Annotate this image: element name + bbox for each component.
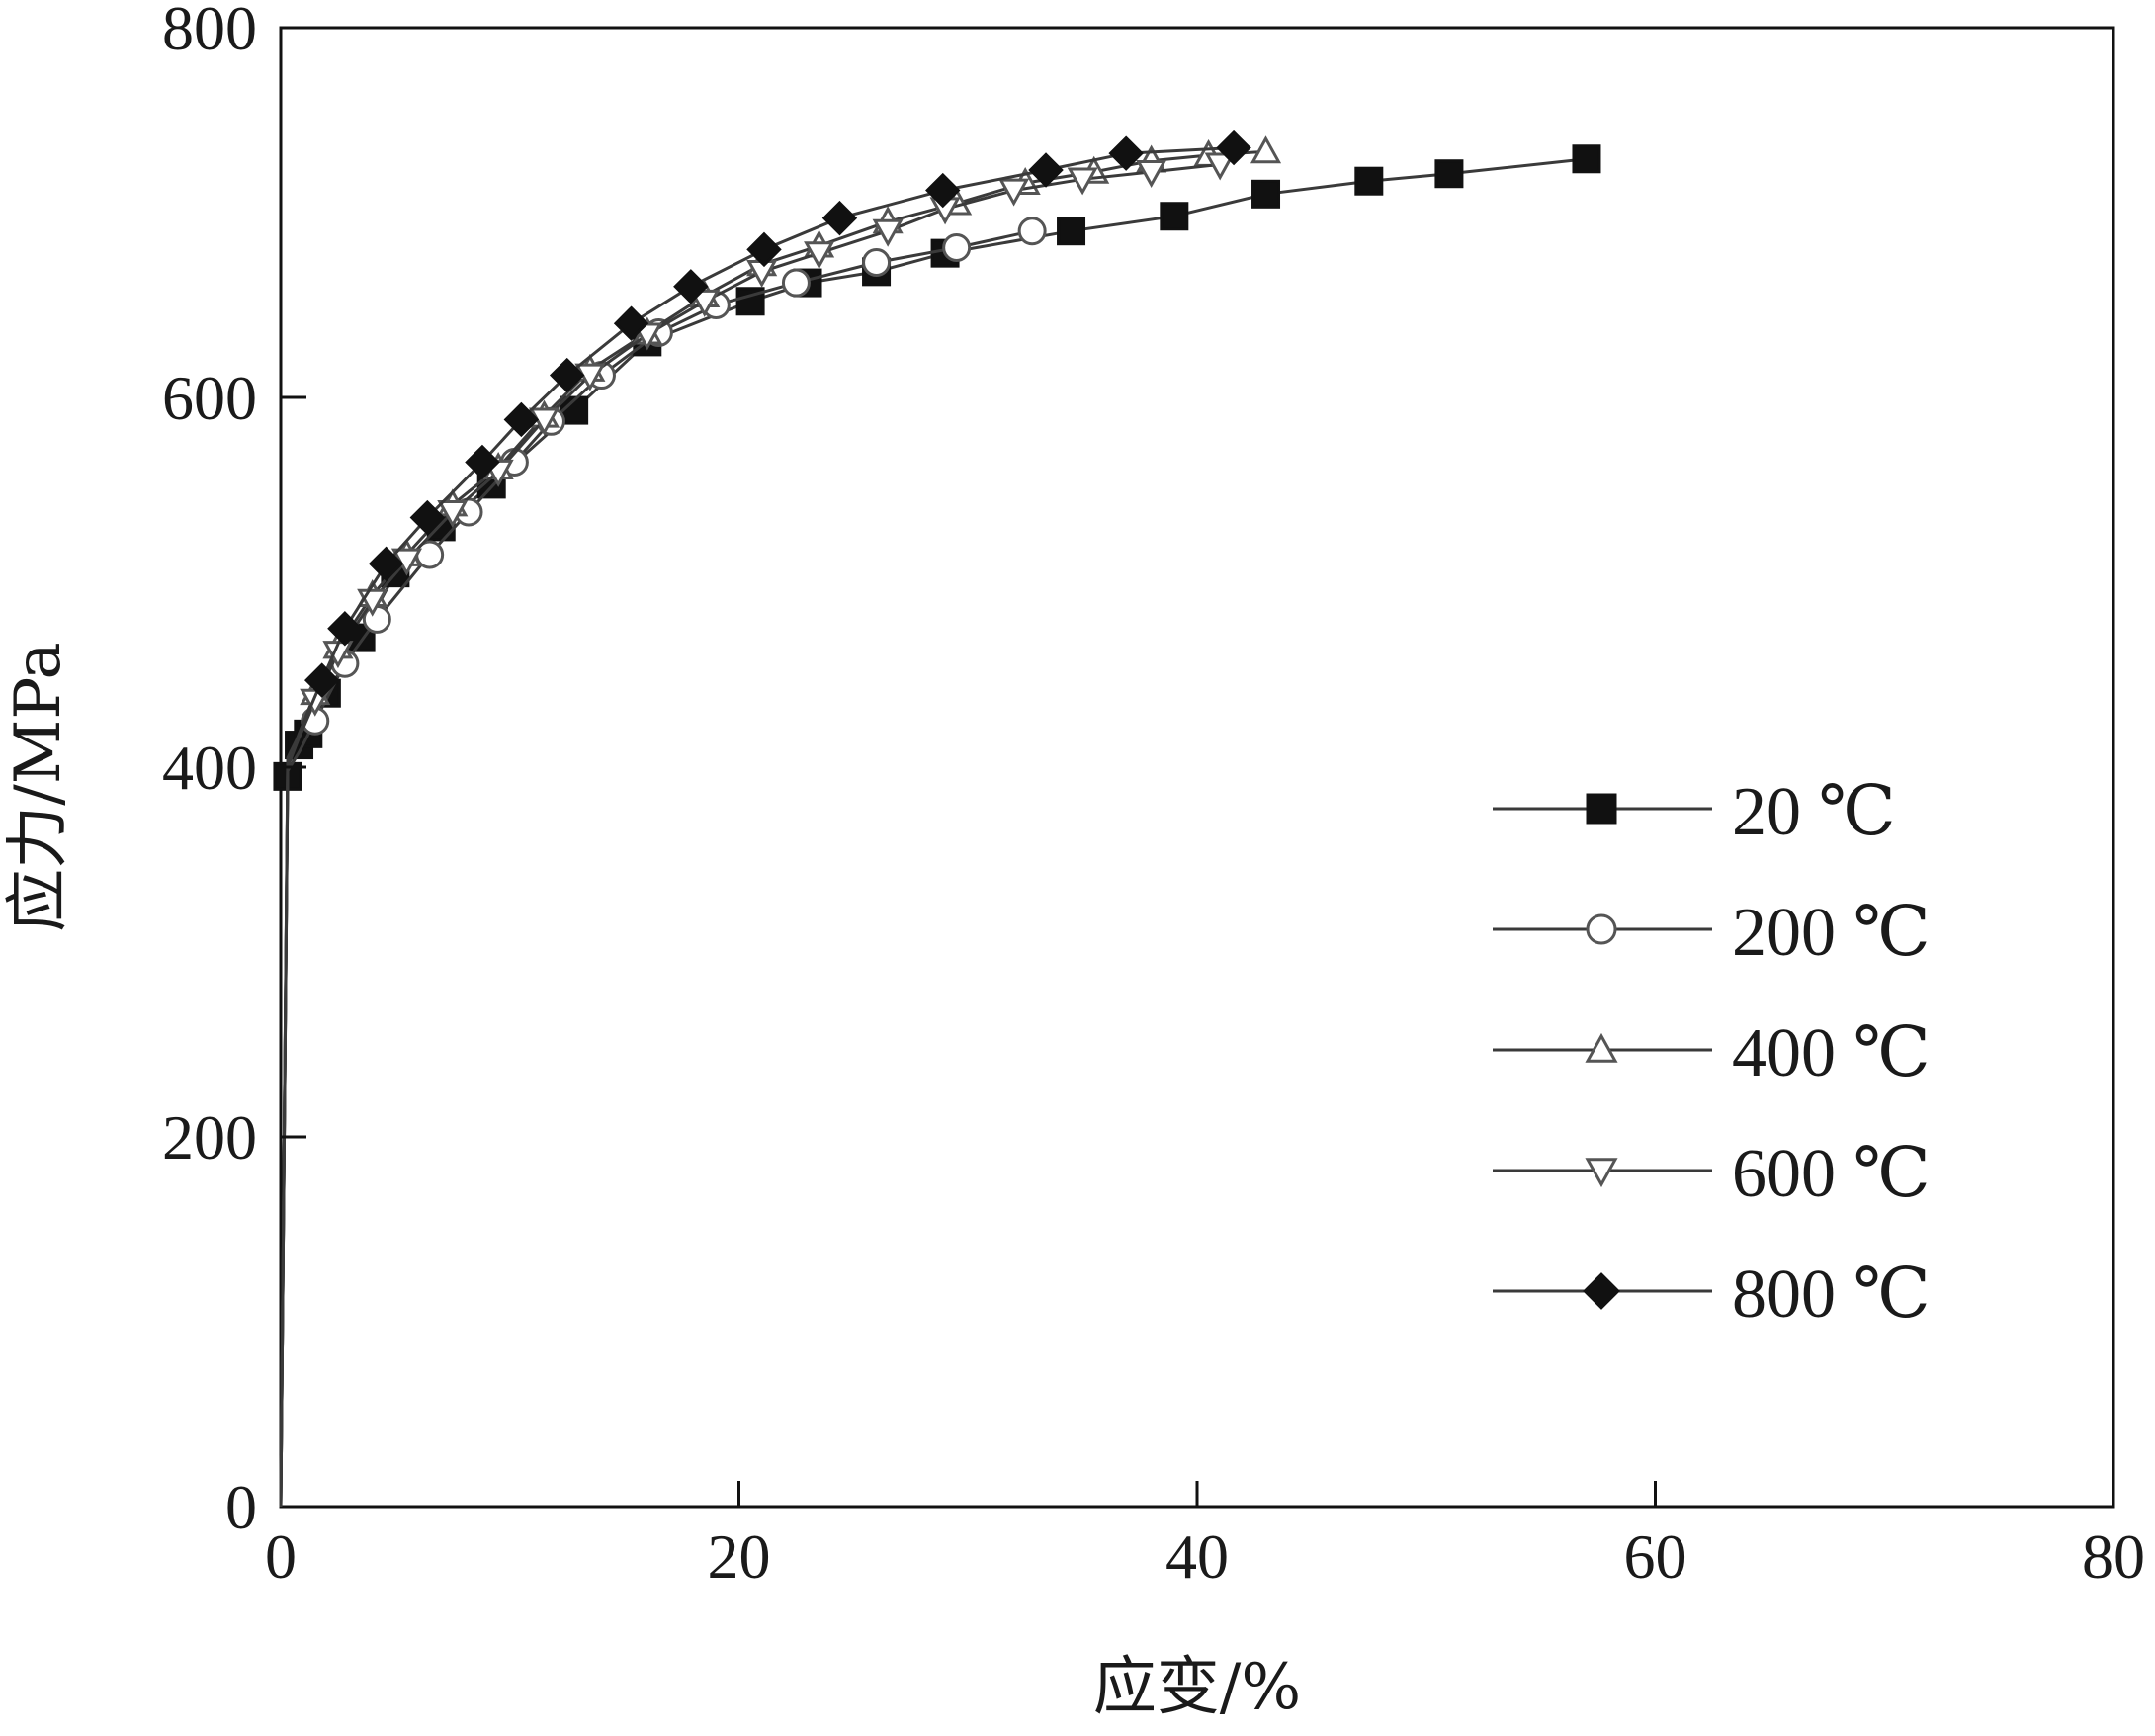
data-point: [925, 172, 961, 209]
data-point: [1136, 159, 1167, 188]
data-point: [1057, 217, 1086, 246]
data-point: [1354, 166, 1384, 196]
legend-entry: 800 ℃: [1493, 1257, 1931, 1333]
legend-label: 400 ℃: [1732, 1015, 1931, 1091]
data-point: [1585, 1158, 1618, 1188]
legend-label: 800 ℃: [1732, 1257, 1931, 1333]
data-point: [1434, 159, 1464, 189]
data-point: [1572, 144, 1601, 174]
legend: 20 ℃ 200 ℃ 400 ℃ 600 ℃ 800 ℃: [1493, 774, 1931, 1333]
y-tick-label: 600: [162, 363, 257, 433]
data-point: [327, 611, 363, 647]
data-point: [465, 444, 500, 480]
data-point: [437, 500, 469, 529]
data-point: [368, 546, 404, 582]
data-point: [613, 305, 649, 341]
data-point: [1108, 135, 1144, 171]
x-tick-label: 20: [708, 1521, 771, 1592]
series-4: [279, 130, 1251, 1508]
series-line: [279, 157, 1588, 1508]
series-layer: [273, 130, 1601, 1508]
data-point: [409, 499, 446, 536]
data-point: [1216, 130, 1251, 166]
data-point: [942, 233, 972, 263]
data-point: [1583, 1272, 1620, 1310]
data-point: [503, 401, 540, 438]
y-tick-label: 400: [162, 733, 257, 803]
data-point: [804, 241, 835, 270]
data-point: [1585, 1032, 1618, 1063]
data-point: [362, 604, 391, 634]
data-point: [821, 200, 858, 236]
data-point: [549, 357, 585, 393]
data-point: [862, 247, 892, 277]
y-tick-label: 200: [162, 1102, 257, 1172]
legend-entry: 600 ℃: [1493, 1136, 1931, 1212]
y-tick-label: 0: [225, 1472, 257, 1542]
x-axis-title: 应变/%: [1093, 1651, 1301, 1724]
data-point: [528, 407, 560, 436]
x-tick-label: 80: [2082, 1521, 2145, 1592]
data-point: [746, 231, 782, 268]
legend-label: 20 ℃: [1732, 774, 1896, 850]
data-point: [1250, 135, 1282, 164]
series-3: [279, 152, 1236, 1508]
data-point: [1028, 152, 1064, 188]
series-line: [279, 149, 1266, 1508]
data-point: [1160, 202, 1189, 231]
data-point: [1586, 913, 1617, 945]
data-point: [1251, 179, 1281, 209]
legend-label: 200 ℃: [1732, 895, 1931, 971]
data-point: [673, 269, 709, 304]
x-tick-label: 60: [1624, 1521, 1687, 1592]
x-tick-label: 40: [1165, 1521, 1229, 1592]
y-tick-label: 800: [162, 0, 257, 63]
series-line: [279, 229, 1033, 1508]
data-point: [1204, 152, 1236, 181]
data-point: [781, 268, 811, 298]
data-point: [1017, 217, 1047, 246]
series-0: [273, 144, 1601, 1508]
series-line: [279, 146, 1235, 1508]
legend-label: 600 ℃: [1732, 1136, 1931, 1212]
data-point: [574, 363, 606, 391]
y-axis-title: 应力/MPa: [2, 642, 75, 931]
legend-entry: 200 ℃: [1493, 895, 1931, 971]
x-tick-label: 0: [265, 1521, 297, 1592]
series-1: [279, 217, 1047, 1508]
data-point: [1067, 167, 1098, 196]
series-line: [279, 162, 1221, 1508]
legend-entry: 20 ℃: [1493, 774, 1896, 850]
data-point: [1586, 793, 1617, 825]
series-2: [279, 135, 1282, 1508]
legend-entry: 400 ℃: [1493, 1015, 1931, 1091]
data-point: [998, 178, 1030, 207]
data-point: [303, 662, 340, 698]
data-point: [872, 218, 904, 247]
data-point: [689, 289, 721, 317]
